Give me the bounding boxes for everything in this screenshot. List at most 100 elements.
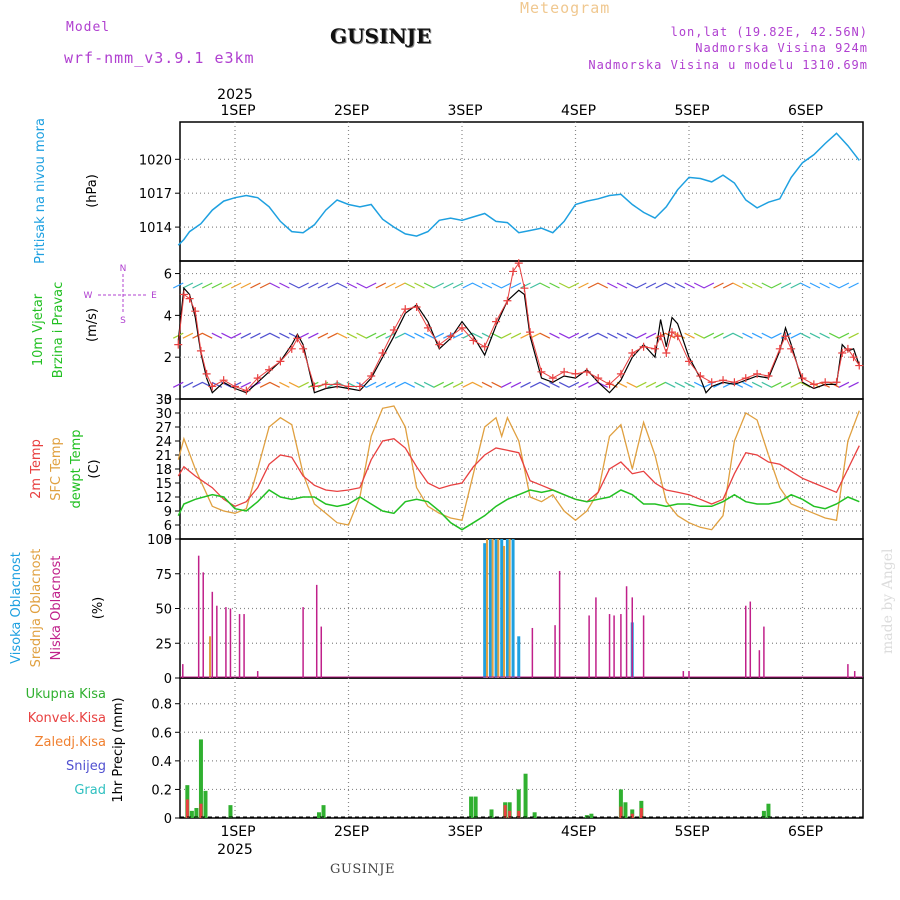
wind-arrow: [693, 282, 705, 289]
wind-speed-marker: [832, 378, 841, 387]
day-label-bottom: 5SEP: [674, 824, 709, 840]
total-precip-bar: [203, 790, 208, 818]
wind-arrow: [636, 282, 647, 289]
wind-speed-marker: [185, 294, 194, 303]
dewpt-axis-title: dewpt Temp: [69, 429, 84, 508]
wind-speed-marker: [310, 382, 319, 391]
wind-arrow: [404, 381, 416, 388]
wind-speed-marker: [446, 332, 455, 341]
pressure-unit: (hPa): [85, 174, 100, 208]
wind-arrow: [192, 332, 203, 339]
wind-arrow: [761, 332, 773, 339]
wind-speed-marker: [458, 323, 466, 332]
wind-arrow: [722, 282, 734, 289]
wind-arrow: [317, 332, 329, 339]
wind-arrow: [172, 381, 184, 388]
wind-arrow: [761, 282, 773, 289]
wind-arrow: [433, 381, 445, 388]
wind-speed-marker: [741, 374, 750, 383]
wind-arrow: [414, 381, 425, 388]
wind-arrow: [732, 282, 744, 289]
wind-arrow: [240, 282, 252, 289]
wind-arrow: [578, 381, 589, 388]
wind-arrow: [346, 332, 358, 339]
total-precip-bar: [189, 810, 194, 818]
y-tick-label: 6: [164, 519, 172, 534]
wind-arrow: [375, 332, 387, 339]
panel-frame: [179, 121, 864, 262]
wind-arrow: [462, 381, 473, 388]
wind-arrow: [298, 381, 309, 388]
low-cloud-bar: [620, 614, 622, 678]
wind-arrow: [510, 282, 522, 289]
wind-speed-marker: [401, 305, 410, 314]
wind-speed-marker: [333, 380, 342, 389]
y-tick-label: 15: [155, 477, 172, 492]
wind-speed-marker: [594, 374, 603, 383]
wind-arrow: [192, 381, 203, 388]
wind-speed-marker: [849, 353, 858, 362]
wind-arrow: [394, 332, 406, 339]
wind-arrow: [240, 332, 252, 339]
wind-arrow: [230, 332, 242, 339]
low-cloud-axis-title: Niska Oblacnost: [49, 556, 64, 661]
wind-arrow: [375, 282, 387, 289]
wind-arrow: [288, 282, 300, 289]
conv-precip-bar: [517, 810, 521, 818]
wind-arrow: [414, 282, 425, 289]
conv-precip-bar: [630, 813, 634, 818]
day-label-bottom: 1SEP: [220, 824, 255, 840]
total-precip-bar: [766, 803, 771, 818]
y-tick-label: 100: [147, 533, 172, 548]
wind-speed-marker: [571, 369, 580, 378]
day-label-top: 1SEP: [220, 103, 255, 119]
wind-arrow: [771, 381, 782, 388]
wind-arrow: [433, 282, 445, 289]
wind-speed-marker: [821, 378, 830, 387]
temp2m-axis-title: 2m Temp: [29, 439, 44, 499]
wind-arrow: [722, 332, 734, 339]
wind-arrow: [645, 381, 657, 388]
total-precip-bar: [532, 812, 537, 818]
wind-arrow: [771, 282, 782, 289]
wind-arrow: [481, 282, 493, 289]
wind-arrow: [317, 282, 329, 289]
low-cloud-bar: [211, 591, 214, 678]
wind-speed-marker: [775, 344, 784, 353]
high-cloud-bar: [505, 539, 509, 678]
y-tick-label: 21: [155, 449, 172, 464]
wind-speed-marker: [231, 382, 239, 391]
conv-precip-bar: [619, 806, 623, 818]
wind-arrow: [809, 282, 821, 289]
wind-arrow: [452, 332, 464, 339]
wind-arrow: [684, 282, 695, 289]
wind-arrow: [761, 381, 773, 388]
wind-speed-marker: [287, 344, 296, 353]
wind-arrow: [500, 381, 512, 388]
y-tick-label: 4: [164, 309, 172, 324]
wind-arrow: [500, 332, 512, 339]
wind-arrow: [616, 282, 628, 289]
total-precip-bar: [469, 796, 474, 818]
precip-legend-item: Snijeg: [66, 759, 106, 774]
wind-arrow: [259, 282, 271, 289]
y-tick-label: 33: [155, 393, 172, 408]
low-cloud-bar: [853, 671, 856, 678]
low-cloud-bar: [613, 615, 615, 678]
wind-arrow: [336, 332, 348, 339]
wind-arrow: [365, 282, 377, 289]
conv-precip-bar: [508, 810, 512, 818]
wind-arrow: [655, 381, 666, 388]
wind-arrow: [327, 282, 338, 289]
model-label: Model: [66, 20, 111, 35]
wind-arrow: [693, 381, 705, 388]
wind-arrows-group: [172, 282, 859, 388]
high-cloud-bar: [488, 539, 492, 678]
wind-arrow: [510, 332, 522, 339]
low-cloud-bar: [847, 664, 849, 678]
wind-arrow: [211, 381, 223, 388]
y-tick-label: 30: [155, 407, 172, 422]
wind-speed-marker: [355, 382, 364, 391]
wind-arrow: [404, 332, 416, 339]
wind-arrow: [308, 332, 319, 339]
